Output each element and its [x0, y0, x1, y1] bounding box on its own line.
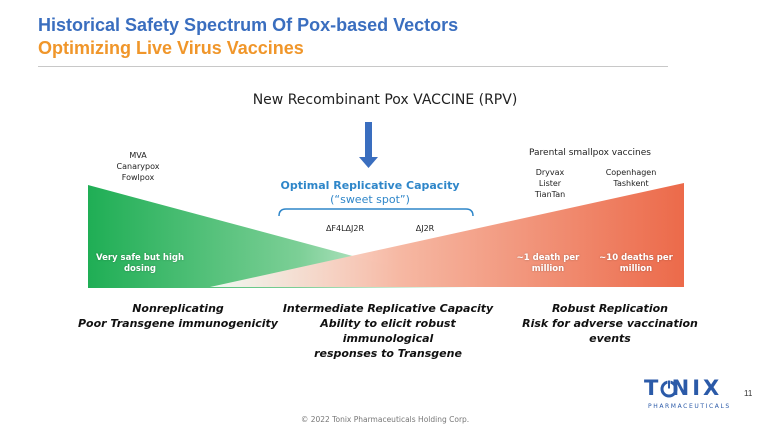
rpv-title: New Recombinant Pox VACCINE (RPV)	[252, 92, 518, 108]
optimal-label: Optimal Replicative Capacity	[280, 179, 460, 192]
left-strains: MVA Canarypox Fowlpox	[108, 150, 168, 183]
title-divider	[38, 66, 668, 67]
down-arrow-icon	[359, 122, 378, 168]
safe-label: Very safe but high dosing	[95, 253, 185, 274]
strain-fowlpox: Fowlpox	[121, 173, 155, 182]
slide-subtitle: Optimizing Live Virus Vaccines	[38, 38, 304, 58]
caption-middle: Intermediate Replicative Capacity Abilit…	[282, 302, 494, 360]
parental-group-1: Dryvax Lister TianTan	[534, 168, 566, 199]
page-number: 11	[744, 389, 753, 398]
strain-canarypox: Canarypox	[116, 162, 160, 171]
logo-subtext: PHARMACEUTICALS	[648, 403, 731, 410]
death-rate-10: ~10 deaths per million	[599, 253, 673, 274]
slide-title: Historical Safety Spectrum Of Pox-based …	[38, 15, 459, 35]
parental-group-2: Copenhagen Tashkent	[605, 168, 657, 188]
tonix-logo: T NIX PHARMACEUTICALS	[644, 372, 730, 416]
power-icon	[660, 380, 678, 398]
logo-text: T NIX	[644, 376, 723, 400]
copyright: © 2022 Tonix Pharmaceuticals Holding Cor…	[300, 415, 470, 424]
sweet-spot-label: (“sweet spot”)	[330, 193, 410, 206]
red-wedge	[210, 183, 684, 287]
delta-j2r: ΔJ2R	[415, 224, 435, 233]
caption-right: Robust Replication Risk for adverse vacc…	[522, 302, 698, 345]
strain-mva: MVA	[129, 151, 147, 160]
delta-f4l-j2r: ΔF4LΔJ2R	[325, 224, 365, 233]
parental-title: Parental smallpox vaccines	[529, 148, 651, 158]
sweet-spot-bracket	[278, 208, 474, 217]
death-rate-1: ~1 death per million	[516, 253, 580, 274]
caption-left: Nonreplicating Poor Transgene immunogeni…	[78, 302, 278, 330]
